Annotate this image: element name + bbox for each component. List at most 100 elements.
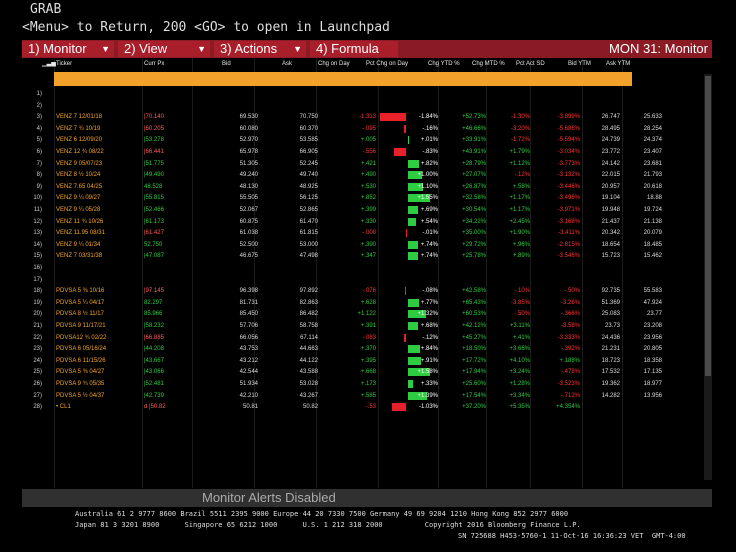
menu-bar: 1) Monitor ▼ 2) View ▼ 3) Actions ▼ 4) F…	[22, 40, 712, 58]
table-row[interactable]: 14) VENZ 9 ¼ 01/34 52.750 52.500 53.000 +.390…	[22, 239, 662, 251]
table-row[interactable]: 17)	[22, 274, 632, 286]
column-header-chg-ytd[interactable]: Chg YTD %	[428, 61, 460, 67]
column-header-bid[interactable]: Bid	[222, 61, 231, 67]
chg-mtd-cell: -.10%	[514, 288, 530, 295]
ticker-cell[interactable]: VENZ 11.95 08/31	[56, 230, 105, 237]
ticker-cell[interactable]: VENZ 9 05/07/23	[56, 160, 103, 167]
curr-px-cell: |52.481	[144, 381, 164, 387]
table-row[interactable]: 24) PDVSA 6 11/15/26 |43.667 43.212 44.122 +.…	[22, 355, 662, 367]
ticker-cell[interactable]: VENZ 7 12/01/18	[56, 114, 103, 121]
table-row[interactable]: 1)	[22, 88, 632, 100]
ticker-cell[interactable]: PDVSA 6 11/15/26	[56, 357, 106, 364]
ask-ytm-cell: 28.254	[643, 125, 662, 132]
chg-mtd-cell: +1.17%	[509, 207, 530, 213]
pct-change-bar	[408, 298, 419, 307]
chg-on-day-cell: +.628	[360, 299, 376, 306]
pct-change-bar	[408, 217, 416, 226]
ticker-cell[interactable]: VENZ 11 ¾ 10/26	[56, 218, 104, 225]
table-row[interactable]: 19) PDVSA 5 ¼ 04/17 82.297 81.731 82.863 +.62…	[22, 297, 662, 309]
actions-menu-button[interactable]: 3) Actions ▼	[214, 41, 306, 57]
table-row[interactable]: 28) • CL1 d |50.82 50.81 50.82 -.53 -1.03% +37.…	[22, 401, 632, 413]
ask-cell: 49.740	[299, 172, 318, 179]
table-row[interactable]: 13) VENZ 11.95 08/31 |61.427 61.038 61.815 -.…	[22, 227, 662, 239]
table-row[interactable]: 22) PDVSA12 ¾ 02/22 |66.885 66.056 67.114 -.0…	[22, 332, 662, 344]
ticker-cell[interactable]: VENZ 6 12/09/20	[56, 137, 103, 144]
column-header-ask[interactable]: Ask	[282, 61, 293, 67]
table-row[interactable]: 4) VENZ 7 ¾ 10/19 |60.205 60.080 60.370 -.095…	[22, 123, 662, 135]
chg-mtd-cell: +1.12%	[509, 160, 530, 167]
table-row[interactable]: 27) PDVSA 5 ½ 04/37 |42.739 42.210 43.267 +.5…	[22, 390, 662, 402]
ticker-cell[interactable]: VENZ 7 03/31/38	[56, 253, 103, 260]
ticker-cell[interactable]: VENZ 8 ½ 10/24	[56, 172, 101, 179]
column-header-pct-chg-on-day[interactable]: Pct Chg on Day	[366, 61, 409, 67]
chg-mtd-cell: -3.85%	[510, 299, 530, 306]
ticker-cell[interactable]: VENZ 9 ¼ 05/28	[56, 207, 101, 213]
ticker-cell[interactable]: PDVSA12 ¾ 02/22	[56, 334, 107, 341]
scrollbar-thumb[interactable]	[705, 76, 711, 376]
chg-ytd-cell: +42.12%	[462, 323, 486, 329]
column-header-chg-mtd[interactable]: Chg MTD %	[472, 61, 505, 67]
table-row[interactable]: 3) VENZ 7 12/01/18 |70.140 69.530 70.750 -1.3…	[22, 111, 662, 123]
ask-ytm-cell: 23.956	[643, 334, 662, 341]
table-row[interactable]: 18) PDVSA 5 ⅜ 10/16 |97.145 96.398 97.892 -.0…	[22, 285, 662, 297]
ticker-cell[interactable]: PDVSA 5 ⅜ 04/27	[56, 369, 105, 376]
column-header-pct-act-sd[interactable]: Pct Act SD	[516, 61, 545, 67]
ticker-cell[interactable]: VENZ 7 ¾ 10/19	[56, 125, 101, 132]
curr-px-cell: |47.087	[144, 253, 164, 260]
chevron-down-icon: ▼	[197, 44, 206, 54]
ticker-cell[interactable]: PDVSA 6 05/16/24	[56, 346, 107, 353]
formula-menu-button[interactable]: 4) Formula	[310, 41, 398, 57]
pct-act-sd-cell: -3.411%	[558, 230, 580, 237]
pct-chg-cell: -.83%	[422, 149, 438, 155]
ticker-cell[interactable]: VENZ 9 ¼ 01/34	[56, 241, 101, 248]
table-row[interactable]: 2)	[22, 100, 632, 112]
table-row[interactable]: 23) PDVSA 6 05/16/24 |44.208 43.753 44.663 +.…	[22, 343, 662, 355]
table-row[interactable]: 8) VENZ 8 ½ 10/24 |49.490 49.240 49.740 +.490…	[22, 169, 662, 181]
ticker-cell[interactable]: PDVSA 5 ½ 04/37	[56, 392, 105, 399]
table-row[interactable]: 5) VENZ 6 12/09/20 |53.278 52.970 53.585 +.00…	[22, 134, 662, 146]
grid-line	[316, 58, 317, 488]
column-header-ticker[interactable]: Ticker	[56, 61, 73, 67]
table-row[interactable]: 12) VENZ 11 ¾ 10/26 |61.173 60.875 61.470 +.3…	[22, 216, 662, 228]
table-row[interactable]: 9) VENZ 7.65 04/25 48.528 48.130 48.925 +.530…	[22, 181, 662, 193]
ticker-cell[interactable]: VENZ 12 ¾ 08/22	[56, 149, 104, 155]
ticker-cell[interactable]: PDVSA 5 ¼ 04/17	[56, 299, 105, 306]
column-header-ask-ytm[interactable]: Ask YTM	[606, 61, 631, 67]
column-header-chg-on-day[interactable]: Chg on Day	[318, 61, 350, 67]
table-row[interactable]: 15) VENZ 7 03/31/38 |47.087 46.675 47.498 +.3…	[22, 250, 662, 262]
table-row[interactable]: 21) PDVSA 9 11/17/21 |58.232 57.706 58.758 +.…	[22, 320, 662, 332]
pct-chg-cell: +.84%	[420, 346, 438, 353]
ticker-cell[interactable]: VENZ 7.65 04/25	[56, 183, 103, 190]
table-row[interactable]: 11) VENZ 9 ¼ 05/28 |52.466 52.067 52.865 +.39…	[22, 204, 662, 216]
monitor-menu-button[interactable]: 1) Monitor ▼	[22, 41, 114, 57]
pct-chg-cell: +1.10%	[417, 183, 438, 190]
bid-cell: 49.240	[239, 172, 258, 179]
bar-chart-icon[interactable]: ▁▃▅	[42, 61, 56, 67]
table-row[interactable]: 20) PDVSA 8 ½ 11/17 85.966 85.450 86.482 +1.1…	[22, 308, 662, 320]
table-row[interactable]: 6) VENZ 12 ¾ 08/22 |66.441 65.978 66.905 -.55…	[22, 146, 662, 158]
view-menu-button[interactable]: 2) View ▼	[118, 41, 210, 57]
pct-chg-cell: +.77%	[420, 299, 438, 306]
ticker-cell[interactable]: PDVSA 9 ¾ 05/35	[56, 381, 105, 387]
ask-ytm-cell: 19.724	[643, 207, 662, 213]
table-row[interactable]: 10) VENZ 9 ¼ 09/27 |55.815 55.505 56.125 +.85…	[22, 192, 662, 204]
table-row[interactable]: 7) VENZ 9 05/07/23 |51.775 51.305 52.245 +.42…	[22, 158, 662, 170]
ticker-cell[interactable]: • CL1	[56, 404, 71, 411]
pct-chg-cell: +1.00%	[417, 172, 438, 179]
table-row[interactable]: 26) PDVSA 9 ¾ 05/35 |52.481 51.934 53.028 +.1…	[22, 378, 662, 390]
ticker-cell[interactable]: PDVSA 8 ½ 11/17	[56, 311, 104, 318]
column-header-bid-ytm[interactable]: Bid YTM	[568, 61, 591, 67]
header-input-bar[interactable]	[54, 72, 632, 86]
ticker-cell[interactable]: VENZ 9 ¼ 09/27	[56, 195, 101, 202]
row-index: 15)	[33, 253, 42, 260]
ticker-cell[interactable]: PDVSA 9 11/17/21	[56, 323, 106, 329]
table-row[interactable]: 16)	[22, 262, 632, 274]
table-row[interactable]: 25) PDVSA 5 ⅜ 04/27 |43.066 42.544 43.588 +.6…	[22, 366, 662, 378]
bid-ytm-cell: 28.495	[601, 125, 620, 132]
ask-ytm-cell: 24.374	[643, 137, 662, 144]
chg-ytd-cell: +32.58%	[462, 195, 486, 202]
ticker-cell[interactable]: PDVSA 5 ⅜ 10/16	[56, 288, 105, 295]
column-header-curr-px[interactable]: Curr Px	[144, 61, 165, 67]
pct-act-sd-cell: -.392%	[560, 346, 580, 353]
pct-chg-cell: +.01%	[420, 137, 438, 144]
